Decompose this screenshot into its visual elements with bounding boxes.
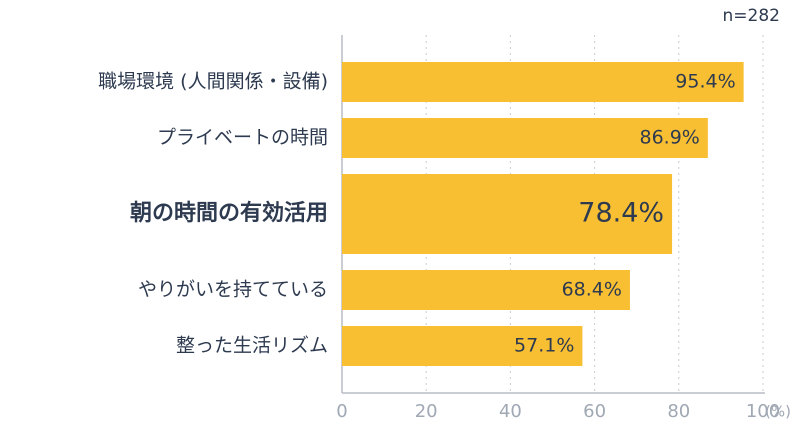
annotation: n=282: [723, 6, 780, 26]
value-label: 95.4%: [675, 71, 735, 93]
value-label: 68.4%: [562, 279, 622, 301]
x-tick-label: 20: [415, 401, 438, 422]
bar: [342, 326, 583, 366]
x-tick-label: 80: [667, 401, 690, 422]
x-tick-label: 40: [499, 401, 522, 422]
bar: [342, 270, 630, 310]
x-tick-label: 0: [336, 401, 347, 422]
bar: [342, 174, 673, 254]
category-label: やりがいを持てている: [138, 279, 328, 301]
value-label: 78.4%: [578, 198, 664, 229]
bar: [342, 62, 744, 102]
value-label: 57.1%: [514, 335, 574, 357]
x-tick-label: 100: [746, 401, 780, 422]
value-label: 86.9%: [639, 127, 699, 149]
category-label: 整った生活リズム: [176, 335, 328, 357]
x-axis-unit: (%): [765, 403, 791, 421]
bar: [342, 118, 708, 158]
category-label: 職場環境 (人間関係・設備): [98, 71, 328, 93]
category-label: 朝の時間の有効活用: [130, 200, 328, 226]
category-label: プライベートの時間: [157, 127, 328, 149]
x-tick-label: 60: [583, 401, 606, 422]
